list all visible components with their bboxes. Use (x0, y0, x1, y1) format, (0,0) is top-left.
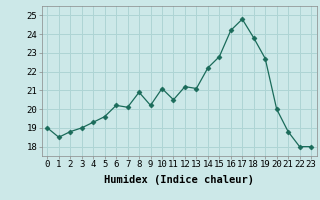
X-axis label: Humidex (Indice chaleur): Humidex (Indice chaleur) (104, 175, 254, 185)
